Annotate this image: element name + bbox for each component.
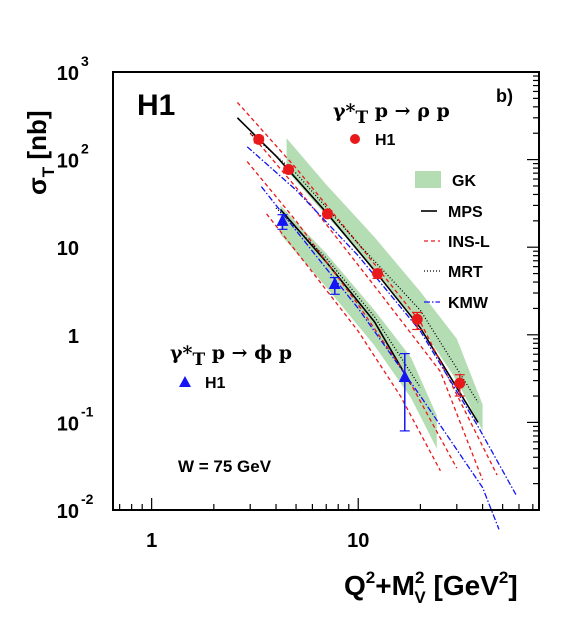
x-tick-label: 10	[347, 530, 369, 552]
y-tick-exponent: 3	[81, 53, 89, 69]
process-rho-sub: T	[355, 108, 368, 128]
legend-label-phi-h1: H1	[205, 375, 226, 392]
legend-label-rho-h1: H1	[375, 132, 396, 149]
data-point-phi	[328, 277, 341, 290]
x-axis-title: Q2+M2 V [GeV2]	[344, 568, 518, 607]
model-curves	[236, 101, 517, 530]
x-title-unit-close: ]	[508, 570, 517, 601]
legend-label-kmw: KMW	[448, 295, 489, 312]
x-title-unit-sup: 2	[499, 568, 508, 587]
x-title-q-sup: 2	[366, 568, 375, 587]
y-tick-exponent: -1	[81, 403, 94, 419]
curve-kmw-phi-9	[260, 186, 500, 530]
legend-marker-phi-h1	[179, 376, 191, 387]
x-title-m: +M	[375, 570, 415, 601]
energy-annotation: W = 75 GeV	[178, 457, 272, 476]
y-tick-label: 10	[57, 63, 79, 85]
legend-swatch-gk	[415, 171, 441, 188]
data-point-rho	[411, 313, 423, 325]
legend-label-gk: GK	[452, 173, 476, 190]
y-title-unit: [nb]	[22, 111, 52, 167]
y-tick-label: 1	[68, 326, 79, 348]
gk-bands	[280, 138, 483, 449]
data-point-rho	[322, 208, 334, 220]
data-point-rho	[454, 377, 466, 389]
legend-label-mrt: MRT	[448, 264, 483, 281]
y-title-sub: T	[39, 166, 58, 177]
legend-marker-rho-h1	[350, 134, 360, 144]
x-title-m-sub: V	[414, 588, 426, 607]
x-tick-label: 1	[146, 530, 157, 552]
curve-mrt-phi-7	[275, 207, 421, 388]
process-label-rho: γ*T p → ρ p	[333, 100, 450, 128]
process-phi-sub: T	[192, 350, 205, 370]
data-markers	[253, 133, 466, 432]
y-tick-label: 10	[57, 413, 79, 435]
process-phi-rest: p → ϕ p	[205, 342, 292, 364]
data-point-rho	[283, 164, 295, 176]
data-point-rho	[253, 133, 265, 145]
y-tick-exponent: 2	[81, 141, 89, 157]
data-point-phi	[276, 213, 289, 226]
curve-ins-l-phi-4	[246, 161, 458, 469]
y-title-sigma: σ	[22, 177, 52, 195]
y-tick-label: 10	[57, 238, 79, 260]
curve-mrt-rho-6	[249, 132, 479, 403]
process-rho-gamma: γ*	[333, 100, 356, 122]
curve-kmw-rho-8	[246, 146, 517, 495]
process-rho-rest: p → ρ p	[368, 100, 450, 122]
x-title-m-sup: 2	[415, 568, 424, 587]
axis-ticks	[119, 71, 539, 511]
process-phi-gamma: γ*	[170, 342, 193, 364]
legend-label-ins-l: INS-L	[448, 234, 490, 251]
data-point-rho	[372, 268, 384, 280]
x-title-q: Q	[344, 570, 366, 601]
y-tick-exponent: -2	[81, 491, 94, 507]
plot-frame	[112, 71, 540, 511]
data-point-phi	[398, 369, 411, 382]
gk-band-phi	[280, 205, 437, 449]
y-axis-title: σT [nb]	[22, 111, 58, 196]
curve-ins-l-rho-3	[249, 132, 484, 481]
curve-mps-rho-0	[236, 117, 479, 423]
process-label-phi: γ*T p → ϕ p	[170, 342, 292, 370]
gk-band-rho	[286, 138, 483, 431]
y-tick-label: 10	[57, 501, 79, 523]
x-title-unit: [GeV	[426, 570, 499, 601]
curve-mps-phi-1	[279, 208, 412, 386]
panel-label: b)	[496, 86, 513, 106]
experiment-label: H1	[137, 89, 175, 122]
legend-label-mps: MPS	[448, 204, 483, 221]
curve-ins-l-rho-2	[236, 101, 498, 476]
y-tick-label: 10	[57, 151, 79, 173]
curve-ins-l-phi-5	[266, 213, 441, 472]
model-legend: GK MPS INS-L MRT KMW	[415, 171, 490, 312]
